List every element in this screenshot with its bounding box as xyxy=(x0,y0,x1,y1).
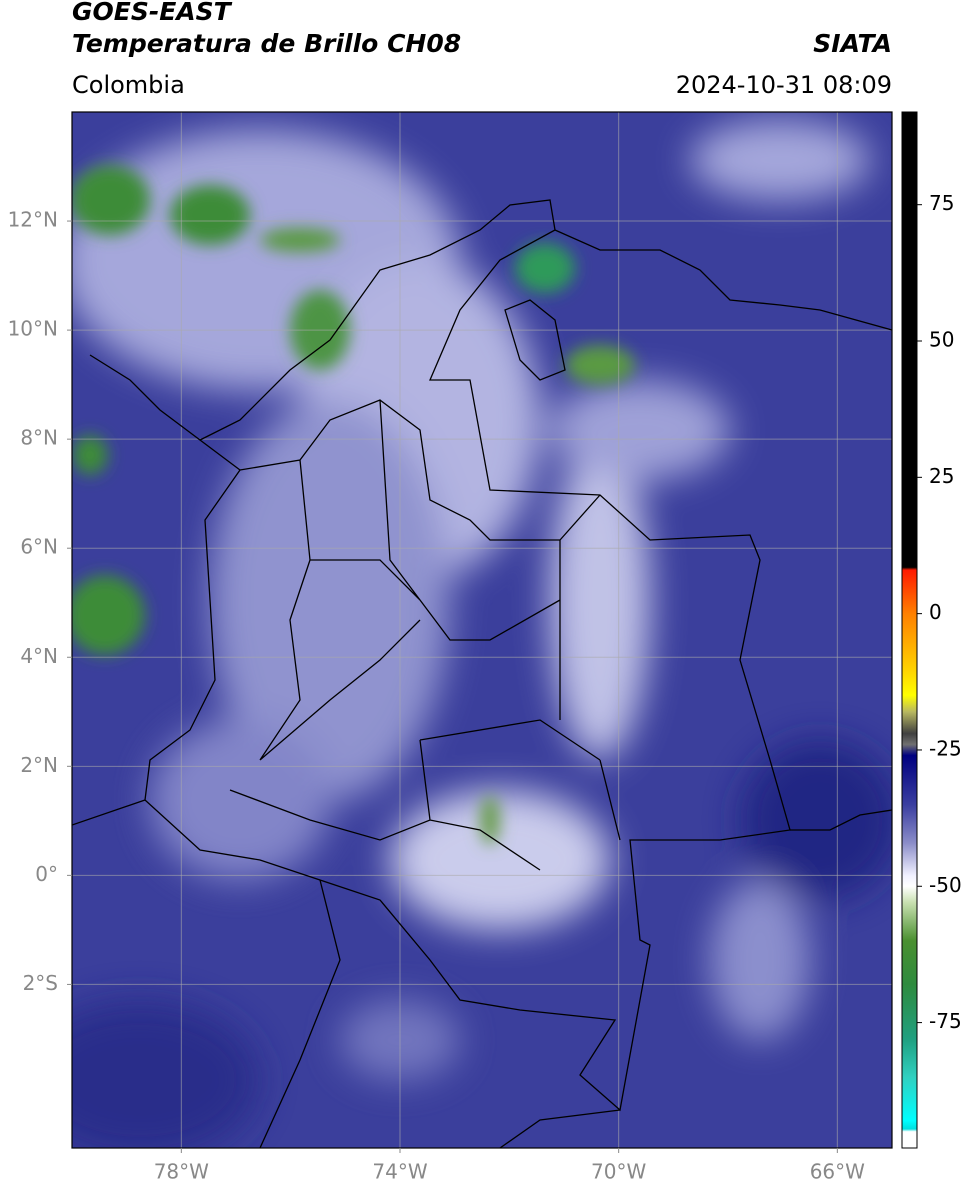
datetime: 2024-10-31 08:09 xyxy=(676,71,892,99)
y-tick-label: 10°N xyxy=(8,317,58,341)
colorbar-label: -75 xyxy=(929,1009,962,1033)
subtitle: Temperatura de Brillo CH08 xyxy=(72,29,461,58)
y-tick-label: 8°N xyxy=(20,426,58,450)
coastline xyxy=(72,229,892,1148)
y-tick-label: 0° xyxy=(35,862,58,886)
y-tick-label: 12°N xyxy=(8,208,58,232)
departments xyxy=(229,399,621,871)
country-border xyxy=(144,199,791,1112)
title: GOES-EAST xyxy=(72,0,233,26)
x-tick-label: 70°W xyxy=(591,1160,646,1184)
y-tick-label: 2°N xyxy=(20,753,58,777)
colorbar-label: 25 xyxy=(929,464,954,488)
colorbar-label: 0 xyxy=(929,600,942,624)
colorbar xyxy=(901,111,918,1149)
source: SIATA xyxy=(813,29,892,58)
y-tick-label: 4°N xyxy=(20,644,58,668)
y-tick-label: 2°S xyxy=(23,971,58,995)
colorbar-label: -25 xyxy=(929,736,962,760)
y-tick-label: 6°N xyxy=(20,535,58,559)
colorbar-label: 75 xyxy=(929,191,954,215)
map-frame xyxy=(71,111,893,1149)
colorbar-label: 50 xyxy=(929,328,954,352)
map-image xyxy=(72,112,892,1148)
colorbar-label: -50 xyxy=(929,873,962,897)
x-tick-label: 78°W xyxy=(154,1160,209,1184)
grid xyxy=(72,112,892,1148)
x-tick-label: 66°W xyxy=(810,1160,865,1184)
region: Colombia xyxy=(72,71,185,99)
x-tick-label: 74°W xyxy=(372,1160,427,1184)
